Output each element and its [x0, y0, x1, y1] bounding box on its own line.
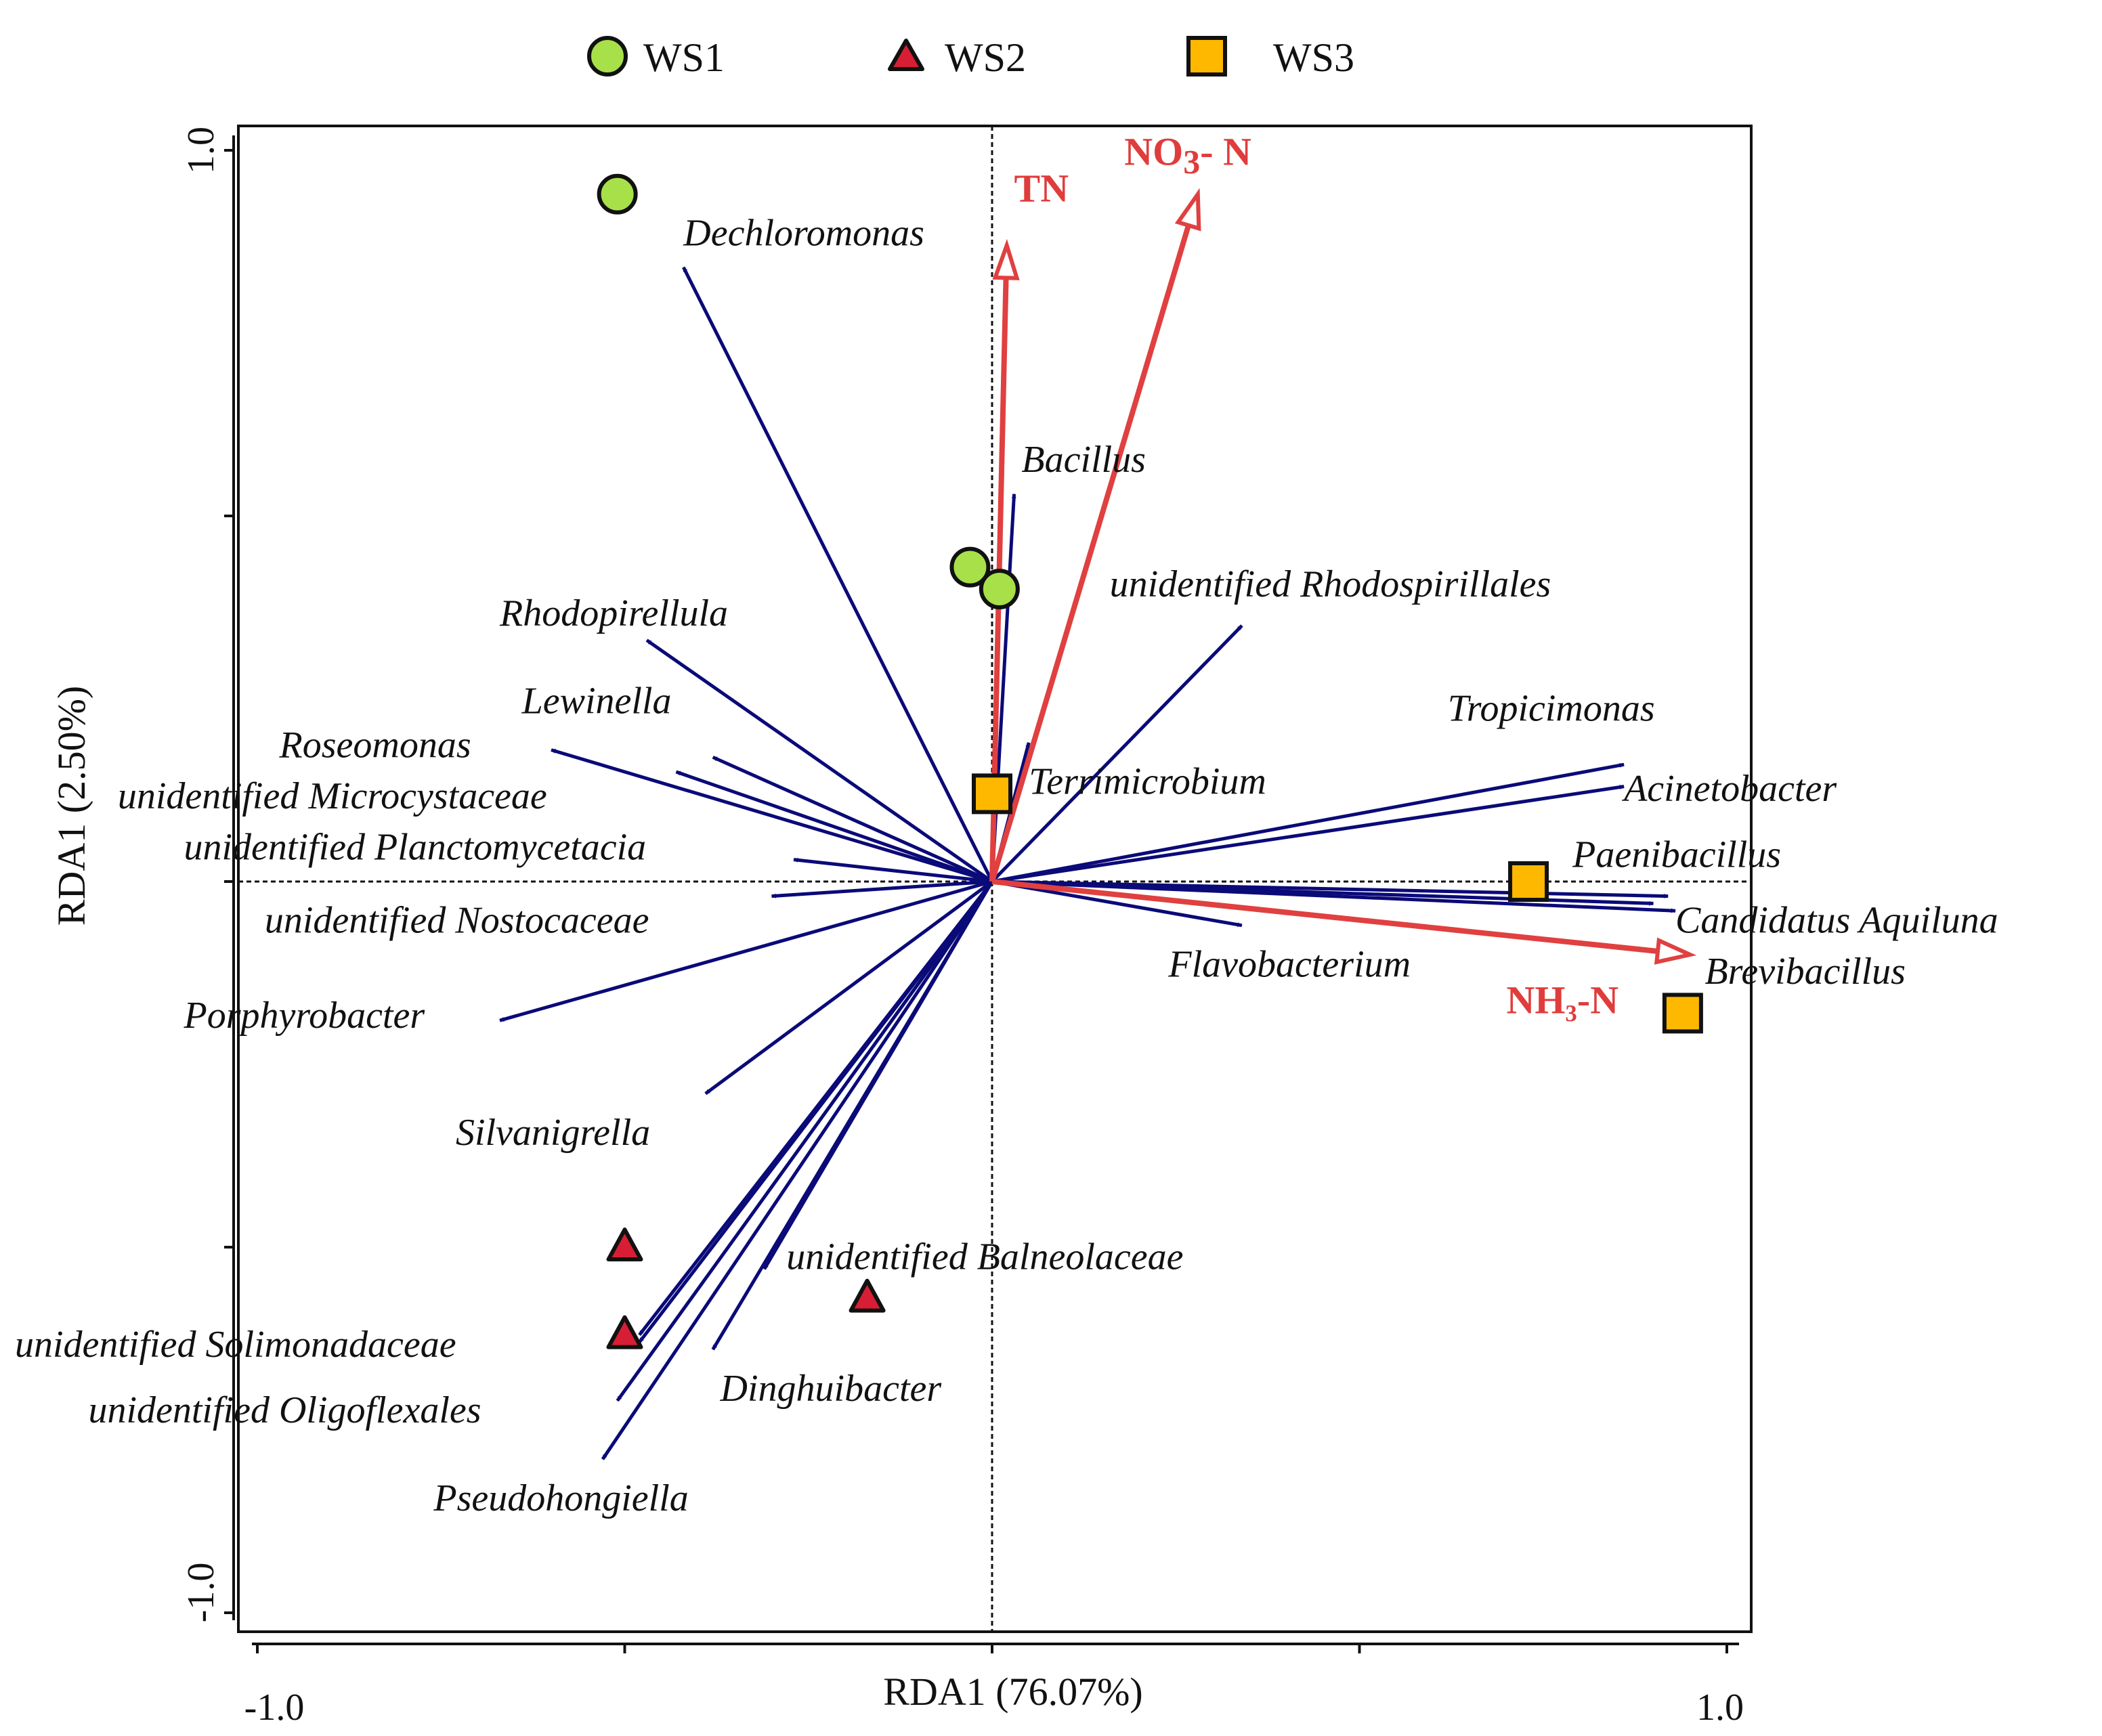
sample-ws3-7 [1508, 861, 1549, 902]
species-arrow-acinetobacter [991, 785, 1625, 884]
env-arrow-nh3-n [991, 879, 1658, 954]
species-label-flavobacterium: Flavobacterium [1167, 943, 1411, 985]
legend-ws1-marker [587, 36, 628, 77]
species-label-acinetobacter: Acinetobacter [1621, 768, 1837, 810]
species-arrow-unidentified-microcystaceae [675, 770, 993, 884]
legend-ws2-label: WS2 [945, 35, 1026, 80]
sample-points [597, 173, 1703, 1349]
sample-ws1-0 [597, 173, 638, 215]
species-arrow-unlabeled-1 [638, 880, 993, 1337]
species-arrow-unidentified-rhodospirillales [991, 624, 1243, 883]
species-arrow-rhodopirellula [645, 638, 993, 884]
species-label-lewinella: Lewinella [521, 680, 672, 722]
sample-ws2-4 [606, 1315, 643, 1349]
species-arrow-pseudohongiella [601, 880, 994, 1460]
env-arrowhead-nh3-n [1654, 937, 1697, 965]
environmental-labels: TN NO3- N NH₃-N [1014, 130, 1619, 1022]
species-arrow-roseomonas [551, 748, 993, 884]
env-label-nh3-n: NH₃-N [1507, 978, 1619, 1022]
x-tick-label-max: 1.0 [1696, 1687, 1744, 1729]
species-label-bacillus: Bacillus [1021, 439, 1146, 481]
legend-entry-ws2: WS2 [888, 35, 1026, 80]
species-arrow-lewinella [712, 756, 993, 884]
plot-frame [237, 125, 1753, 1633]
species-label-brevibacillus: Brevibacillus [1704, 951, 1906, 993]
species-label-unidentified-rhodospirillales: unidentified Rhodospirillales [1110, 563, 1551, 605]
species-arrow-tropicimonas [991, 762, 1625, 884]
species-arrow-flavobacterium [991, 880, 1243, 928]
legend: WS1 WS2 WS3 [587, 35, 1354, 80]
sample-ws1-2 [979, 569, 1020, 609]
species-label-unidentified-oligoflexales: unidentified Oligoflexales [88, 1389, 481, 1431]
x-axis-title: RDA1 (76.07%) [883, 1670, 1142, 1714]
sample-ws2-5 [849, 1278, 886, 1313]
sample-ws3-6 [972, 773, 1012, 815]
species-label-porphyrobacter: Porphyrobacter [184, 995, 425, 1037]
species-label-unidentified-solimonadaceae: unidentified Solimonadaceae [15, 1324, 456, 1366]
species-label-unidentified-planctomycetacia: unidentified Planctomycetacia [184, 827, 647, 869]
species-arrow-dinghuibacter [711, 880, 994, 1351]
species-label-rhodopirellula: Rhodopirellula [499, 592, 728, 634]
species-label-candidatus-aquiluna: Candidatus Aquiluna [1675, 900, 1998, 942]
env-arrowhead-tn [992, 238, 1020, 280]
axes: -1.0 1.0 1.0 -1.0 [180, 127, 1744, 1729]
legend-ws3-marker [1186, 36, 1227, 77]
legend-ws3-label: WS3 [1273, 35, 1354, 80]
sample-ws1-1 [949, 546, 991, 588]
y-axis-title: RDA1 (2.50%) [49, 686, 93, 926]
species-label-unidentified-microcystaceae: unidentified Microcystaceae [118, 775, 547, 817]
species-arrow-unidentified-nostocaceae [771, 880, 993, 898]
species-label-pseudohongiella: Pseudohongiella [433, 1477, 688, 1519]
species-label-roseomonas: Roseomonas [279, 724, 471, 766]
species-label-dechloromonas: Dechloromonas [683, 212, 924, 254]
species-arrow-silvanigrella [704, 880, 993, 1095]
sample-ws3-8 [1662, 993, 1703, 1034]
y-tick-label-min: -1.0 [180, 1563, 222, 1623]
sample-ws2-3 [606, 1228, 643, 1261]
y-tick-label-max: 1.0 [180, 127, 222, 174]
env-arrowhead-no3-n [1174, 188, 1201, 232]
species-arrow-porphyrobacter [499, 880, 993, 1022]
species-label-silvanigrella: Silvanigrella [456, 1112, 650, 1154]
species-label-unidentified-nostocaceae: unidentified Nostocaceae [265, 900, 649, 942]
species-label-unidentified-balneolaceae: unidentified Balneolaceae [786, 1236, 1183, 1278]
env-label-tn: TN [1014, 167, 1069, 211]
species-arrow-dechloromonas [682, 266, 994, 883]
legend-entry-ws3: WS3 [1186, 35, 1354, 80]
legend-ws2-marker [888, 39, 924, 71]
species-arrow-unidentified-planctomycetacia [793, 857, 993, 884]
species-label-tropicimonas: Tropicimonas [1448, 687, 1655, 729]
legend-ws1-label: WS1 [643, 35, 725, 80]
species-arrow-unidentified-oligoflexales [616, 880, 994, 1402]
species-label-terrimicrobium: Terrimicrobium [1029, 760, 1266, 802]
species-labels: Dechloromonas Bacillus unidentified Rhodos… [15, 212, 1998, 1519]
species-label-paenibacillus: Paenibacillus [1572, 833, 1781, 875]
legend-entry-ws1: WS1 [587, 35, 725, 80]
env-label-no3-n: NO3- N [1124, 130, 1251, 181]
species-label-dinghuibacter: Dinghuibacter [720, 1368, 942, 1410]
x-tick-label-min: -1.0 [244, 1687, 305, 1729]
env-arrow-no3-n [989, 224, 1191, 883]
